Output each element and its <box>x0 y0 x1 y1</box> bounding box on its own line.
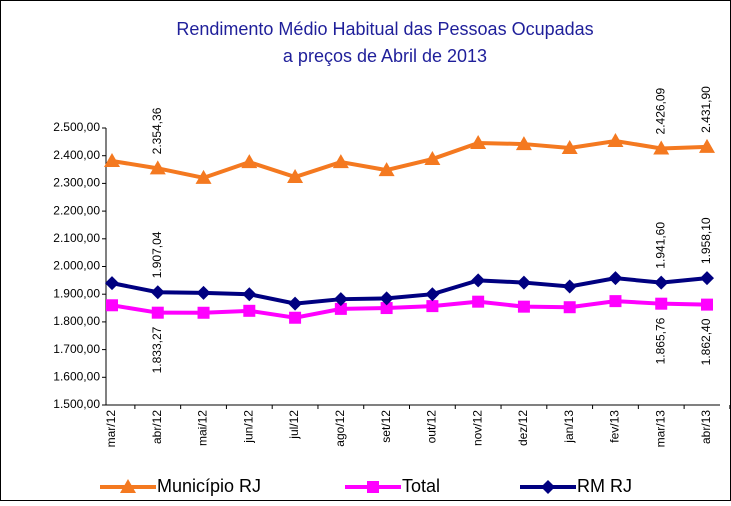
x-tick-label: nov/12 <box>470 410 484 446</box>
data-point <box>334 302 347 315</box>
legend-marker <box>120 479 136 493</box>
data-label: 2.354,36 <box>150 107 164 154</box>
data-point <box>242 287 257 302</box>
data-point <box>151 306 164 319</box>
legend-marker <box>541 480 555 494</box>
data-point <box>150 285 165 300</box>
data-point <box>378 162 395 177</box>
legend-label: Total <box>402 476 440 496</box>
data-point <box>195 169 212 184</box>
y-tick-label: 2.100,00 <box>53 231 100 245</box>
data-point <box>655 297 668 310</box>
data-label: 1.941,60 <box>653 222 667 269</box>
x-tick-label: ago/12 <box>333 410 347 447</box>
x-tick-label: mar/13 <box>653 410 667 448</box>
legend-marker <box>367 481 379 493</box>
data-point <box>196 285 211 300</box>
series-line <box>111 138 708 180</box>
x-tick-label: jun/12 <box>241 410 255 444</box>
x-tick-label: out/12 <box>425 410 439 444</box>
data-point <box>470 134 487 149</box>
data-point <box>426 300 439 313</box>
y-tick-label: 2.300,00 <box>53 176 100 190</box>
data-point <box>699 138 715 153</box>
y-tick-label: 2.200,00 <box>53 203 100 217</box>
data-point <box>654 275 669 290</box>
data-point <box>333 292 348 307</box>
y-tick-label: 1.500,00 <box>53 397 100 411</box>
x-tick-label: mai/12 <box>196 410 210 446</box>
data-label: 1.862,40 <box>699 318 713 365</box>
x-tick-label: abr/12 <box>150 410 164 444</box>
data-point <box>241 154 258 169</box>
y-tick-label: 1.900,00 <box>53 286 100 300</box>
data-point <box>288 296 303 311</box>
data-point <box>515 136 532 151</box>
legend-label: Município RJ <box>157 476 261 496</box>
data-point <box>424 151 441 166</box>
data-point <box>563 301 576 314</box>
data-label: 1.907,04 <box>150 231 164 278</box>
chart-title: Rendimento Médio Habitual das Pessoas Oc… <box>176 19 593 39</box>
data-point <box>607 133 624 148</box>
data-label: 2.426,09 <box>653 87 667 134</box>
data-label: 1.833,27 <box>150 326 164 373</box>
data-point <box>287 169 304 184</box>
data-point <box>197 306 210 319</box>
data-point <box>562 279 577 294</box>
data-point <box>149 160 166 175</box>
x-tick-label: abr/13 <box>699 410 713 444</box>
data-point <box>608 271 623 286</box>
x-tick-label: set/12 <box>379 410 393 443</box>
data-point <box>243 304 256 317</box>
data-point <box>609 295 622 308</box>
data-point <box>332 154 349 169</box>
x-tick-label: fev/13 <box>608 410 622 443</box>
y-tick-label: 2.500,00 <box>53 120 100 134</box>
data-point <box>380 302 393 315</box>
data-label: 2.431,90 <box>699 86 713 133</box>
data-point <box>653 140 670 155</box>
series-line <box>111 299 708 320</box>
data-point <box>700 271 714 286</box>
x-tick-label: mar/12 <box>104 410 118 448</box>
data-point <box>379 291 394 306</box>
chart-subtitle: a preços de Abril de 2013 <box>283 46 487 66</box>
data-point <box>471 273 486 288</box>
data-point <box>516 275 531 290</box>
data-point <box>517 300 530 313</box>
data-label: 1.958,10 <box>699 217 713 264</box>
series-line <box>111 276 708 306</box>
data-point <box>561 139 578 154</box>
data-point <box>105 276 119 291</box>
x-tick-label: dez/12 <box>516 410 530 446</box>
y-tick-label: 1.600,00 <box>53 369 100 383</box>
data-point <box>106 299 118 312</box>
data-point <box>701 298 713 311</box>
data-point <box>104 152 120 167</box>
y-tick-label: 1.700,00 <box>53 342 100 356</box>
x-tick-label: jan/13 <box>562 410 576 444</box>
y-tick-label: 2.000,00 <box>53 259 100 273</box>
data-point <box>472 295 485 308</box>
data-label: 1.865,76 <box>653 317 667 364</box>
data-point <box>289 311 302 324</box>
y-tick-label: 1.800,00 <box>53 314 100 328</box>
x-tick-label: jul/12 <box>287 410 301 440</box>
data-point <box>425 287 440 302</box>
legend-label: RM RJ <box>577 476 632 496</box>
y-tick-label: 2.400,00 <box>53 148 100 162</box>
